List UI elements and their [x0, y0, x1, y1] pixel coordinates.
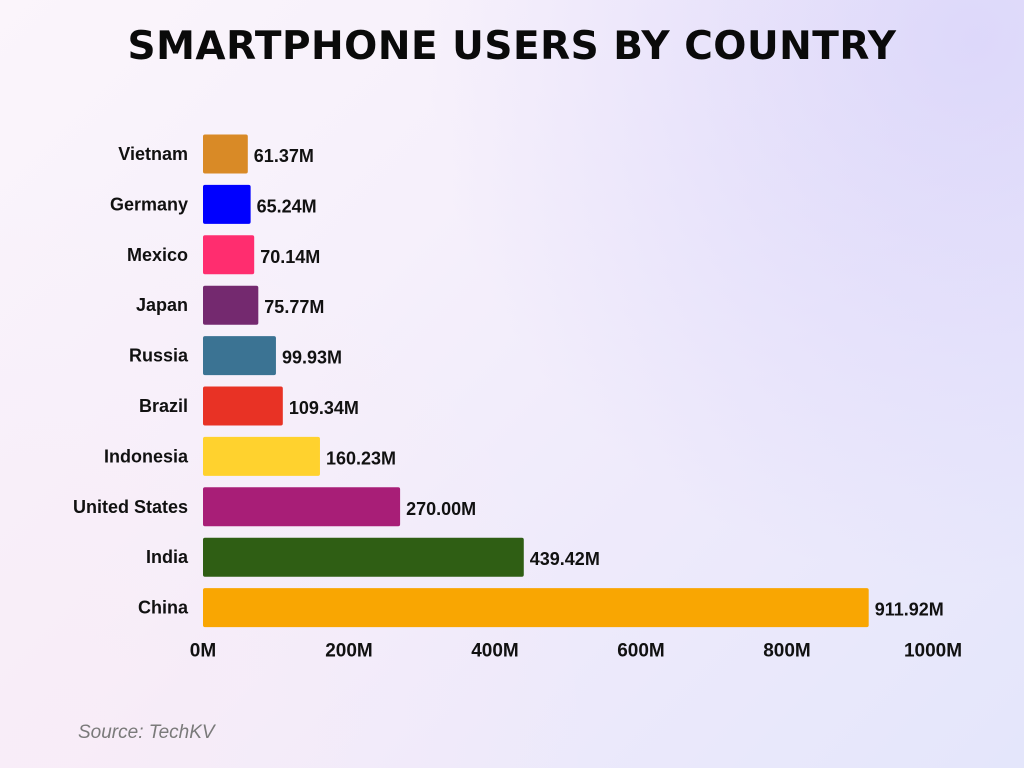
bar-germany	[203, 184, 251, 224]
x-tick-label: 0M	[190, 641, 216, 662]
bar-vietnam	[203, 134, 248, 174]
bar-russia	[203, 336, 276, 376]
value-label-russia: 99.93M	[282, 348, 342, 368]
value-label-vietnam: 61.37M	[254, 146, 314, 166]
x-tick-label: 800M	[763, 641, 811, 662]
x-tick-label: 400M	[471, 641, 519, 662]
bar-indonesia	[203, 436, 320, 476]
value-label-germany: 65.24M	[257, 196, 317, 216]
category-label-japan: Japan	[136, 295, 188, 315]
category-label-mexico: Mexico	[127, 245, 188, 265]
bar-mexico	[203, 235, 255, 275]
category-label-china: China	[138, 598, 189, 618]
x-tick-label: 200M	[325, 641, 373, 662]
x-tick-label: 600M	[617, 641, 665, 662]
bar-china	[203, 588, 869, 628]
category-label-vietnam: Vietnam	[118, 144, 188, 164]
value-label-brazil: 109.34M	[289, 398, 359, 418]
bar-india	[203, 537, 524, 577]
value-label-china: 911.92M	[875, 600, 944, 620]
value-label-mexico: 70.14M	[260, 247, 320, 267]
category-label-indonesia: Indonesia	[104, 446, 189, 466]
value-label-united-states: 270.00M	[406, 499, 476, 519]
category-label-russia: Russia	[129, 346, 189, 366]
source-note: Source: TechKV	[78, 722, 215, 743]
category-label-brazil: Brazil	[139, 396, 188, 416]
bar-brazil	[203, 386, 283, 426]
category-label-india: India	[146, 547, 189, 567]
bar-united-states	[203, 487, 401, 527]
value-label-indonesia: 160.23M	[326, 448, 396, 468]
value-label-japan: 75.77M	[264, 297, 324, 317]
chart-title: SMARTPHONE USERS BY COUNTRY	[127, 24, 897, 69]
category-label-united-states: United States	[73, 497, 188, 517]
bar-japan	[203, 285, 259, 325]
value-label-india: 439.42M	[530, 549, 600, 569]
x-tick-label: 1000M	[904, 641, 962, 662]
category-label-germany: Germany	[110, 194, 188, 214]
